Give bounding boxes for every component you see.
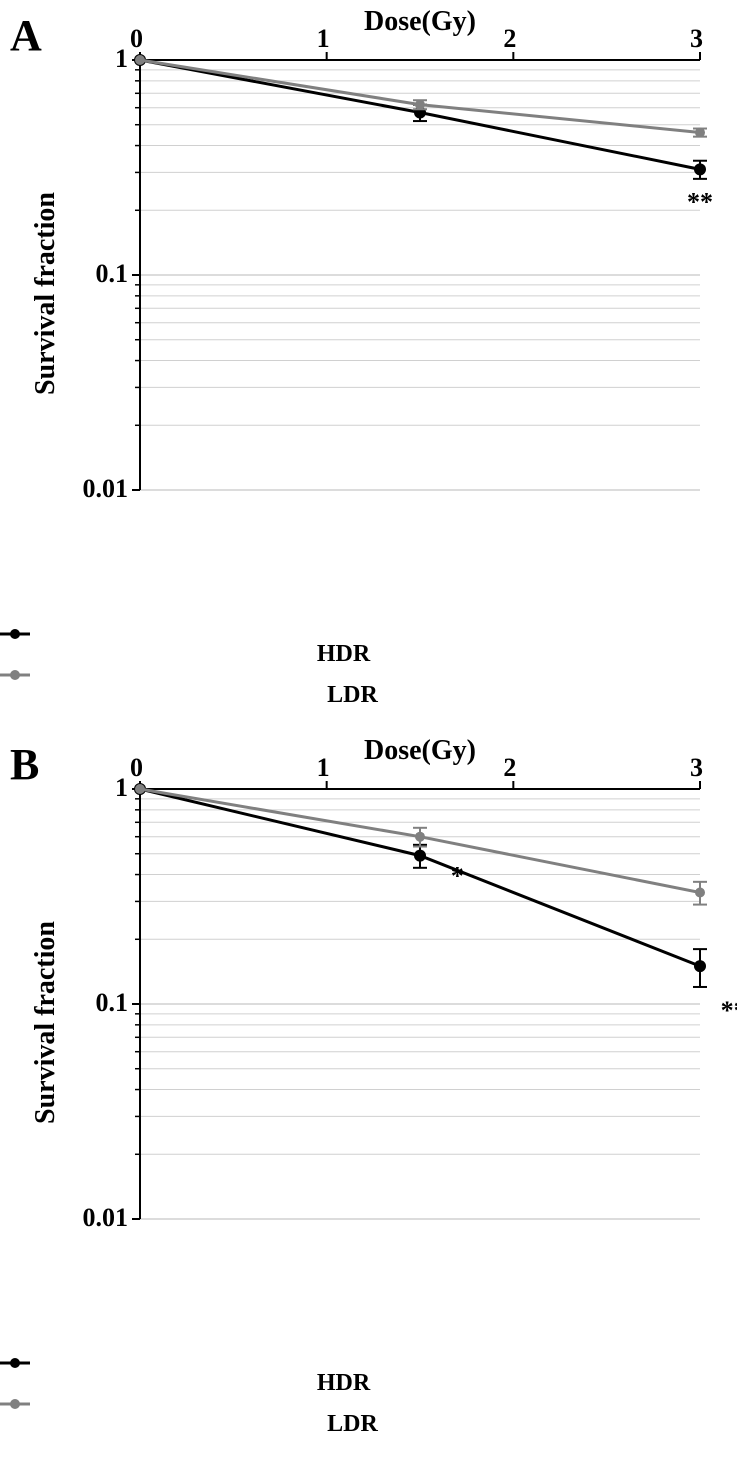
- significance-annotation: **: [721, 996, 737, 1025]
- figure-root: ADose(Gy)Survival fraction**01230.010.11…: [0, 0, 737, 1458]
- y-tick-label: 1: [115, 773, 128, 803]
- data-point: [695, 128, 705, 138]
- legend: HDR LDR: [0, 1319, 737, 1458]
- x-tick-label: 0: [130, 753, 143, 783]
- panel-label: B: [10, 739, 39, 790]
- legend-item: LDR: [0, 668, 737, 708]
- y-axis-title: Survival fraction: [30, 921, 62, 1124]
- significance-annotation: **: [687, 187, 713, 216]
- y-tick-label: 0.1: [96, 259, 129, 289]
- data-point: [694, 960, 706, 972]
- chart-panel-A: ADose(Gy)Survival fraction**01230.010.11: [0, 0, 737, 590]
- x-tick-label: 1: [317, 24, 330, 54]
- x-tick-label: 0: [130, 24, 143, 54]
- y-tick-label: 0.1: [96, 988, 129, 1018]
- legend-label: HDR: [317, 641, 370, 667]
- significance-annotation: *: [451, 861, 464, 890]
- x-tick-label: 3: [690, 753, 703, 783]
- legend-label: HDR: [317, 1370, 370, 1396]
- legend-label: LDR: [327, 682, 378, 708]
- y-tick-label: 1: [115, 44, 128, 74]
- panel-label: A: [10, 10, 42, 61]
- data-point: [135, 55, 145, 65]
- chart-panel-B: BDose(Gy)Survival fraction***01230.010.1…: [0, 729, 737, 1319]
- data-point: [415, 100, 425, 110]
- legend-item: HDR: [0, 627, 737, 667]
- legend-label: LDR: [327, 1411, 378, 1437]
- data-point: [135, 784, 145, 794]
- data-point: [694, 163, 706, 175]
- legend-item: LDR: [0, 1397, 737, 1437]
- data-point: [414, 850, 426, 862]
- legend: HDR LDR: [0, 590, 737, 729]
- x-tick-label: 1: [317, 753, 330, 783]
- x-tick-label: 2: [503, 24, 516, 54]
- data-point: [415, 832, 425, 842]
- data-point: [695, 888, 705, 898]
- chart-plot-area: **: [140, 60, 737, 492]
- x-tick-label: 3: [690, 24, 703, 54]
- x-tick-label: 2: [503, 753, 516, 783]
- legend-item: HDR: [0, 1356, 737, 1396]
- y-tick-label: 0.01: [83, 1203, 129, 1233]
- chart-plot-area: ***: [140, 789, 737, 1221]
- y-tick-label: 0.01: [83, 474, 129, 504]
- y-axis-title: Survival fraction: [30, 192, 62, 395]
- x-axis-title: Dose(Gy): [140, 735, 700, 767]
- x-axis-title: Dose(Gy): [140, 6, 700, 38]
